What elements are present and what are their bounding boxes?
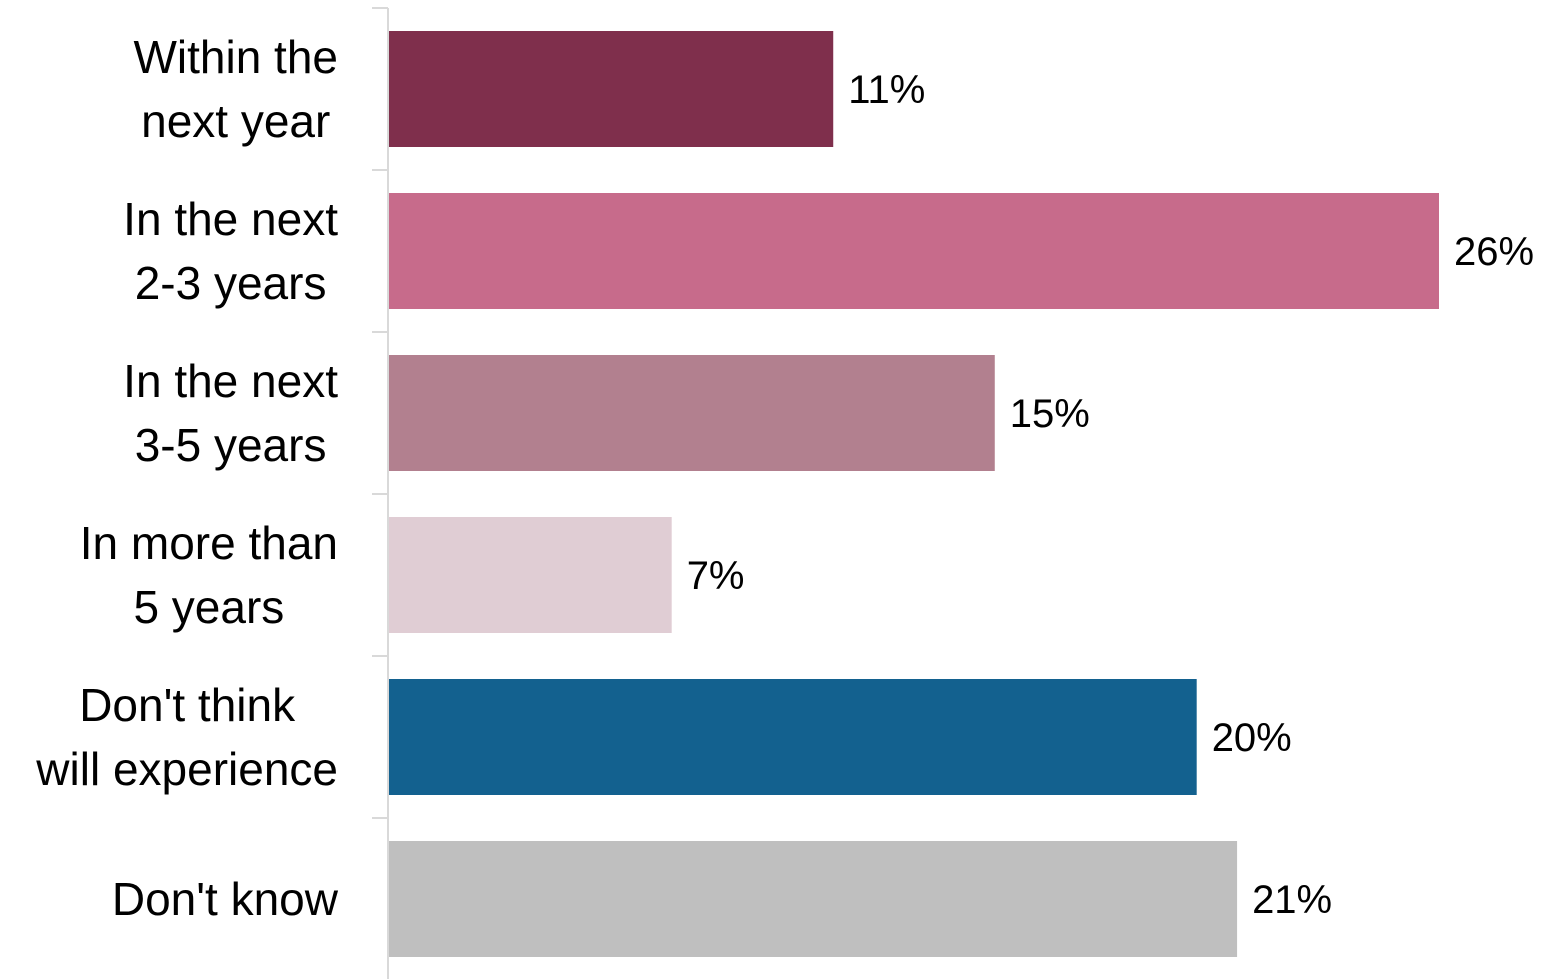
category-label-line: In the next [123, 355, 338, 407]
category-label-line: In more than [80, 517, 338, 569]
value-label-3: 15% [1010, 392, 1090, 436]
category-axis [372, 7, 389, 979]
bar-6 [389, 841, 1238, 957]
category-label-line: Within the [133, 31, 338, 83]
category-label-5: Don't think will experience [35, 679, 338, 795]
category-label-line: In the next [123, 193, 338, 245]
value-label-2: 26% [1454, 230, 1534, 274]
bar-1 [389, 31, 834, 147]
labels: 11% Within the next year 26% In the next 2-3 … [35, 31, 1534, 925]
bar-2 [389, 193, 1439, 309]
category-label-1: Within the next year [133, 31, 338, 147]
category-label-4: In more than 5 years [80, 517, 338, 633]
category-label-line: Don't know [112, 873, 339, 925]
category-label-line: 5 years [133, 581, 284, 633]
value-label-5: 20% [1212, 716, 1292, 760]
bar-3 [389, 355, 995, 471]
category-label-3: In the next 3-5 years [123, 355, 338, 471]
category-label-line: Don't think [79, 679, 296, 731]
value-label-4: 7% [687, 554, 745, 598]
value-label-1: 11% [848, 68, 925, 112]
value-label-6: 21% [1252, 878, 1332, 922]
bar-4 [389, 517, 672, 633]
bar-5 [389, 679, 1197, 795]
category-label-line: 3-5 years [135, 419, 327, 471]
category-label-2: In the next 2-3 years [123, 193, 338, 309]
bars [389, 31, 1439, 957]
category-label-6: Don't know [112, 873, 339, 925]
category-label-line: next year [141, 95, 330, 147]
category-label-line: 2-3 years [135, 257, 327, 309]
category-label-line: will experience [35, 743, 338, 795]
